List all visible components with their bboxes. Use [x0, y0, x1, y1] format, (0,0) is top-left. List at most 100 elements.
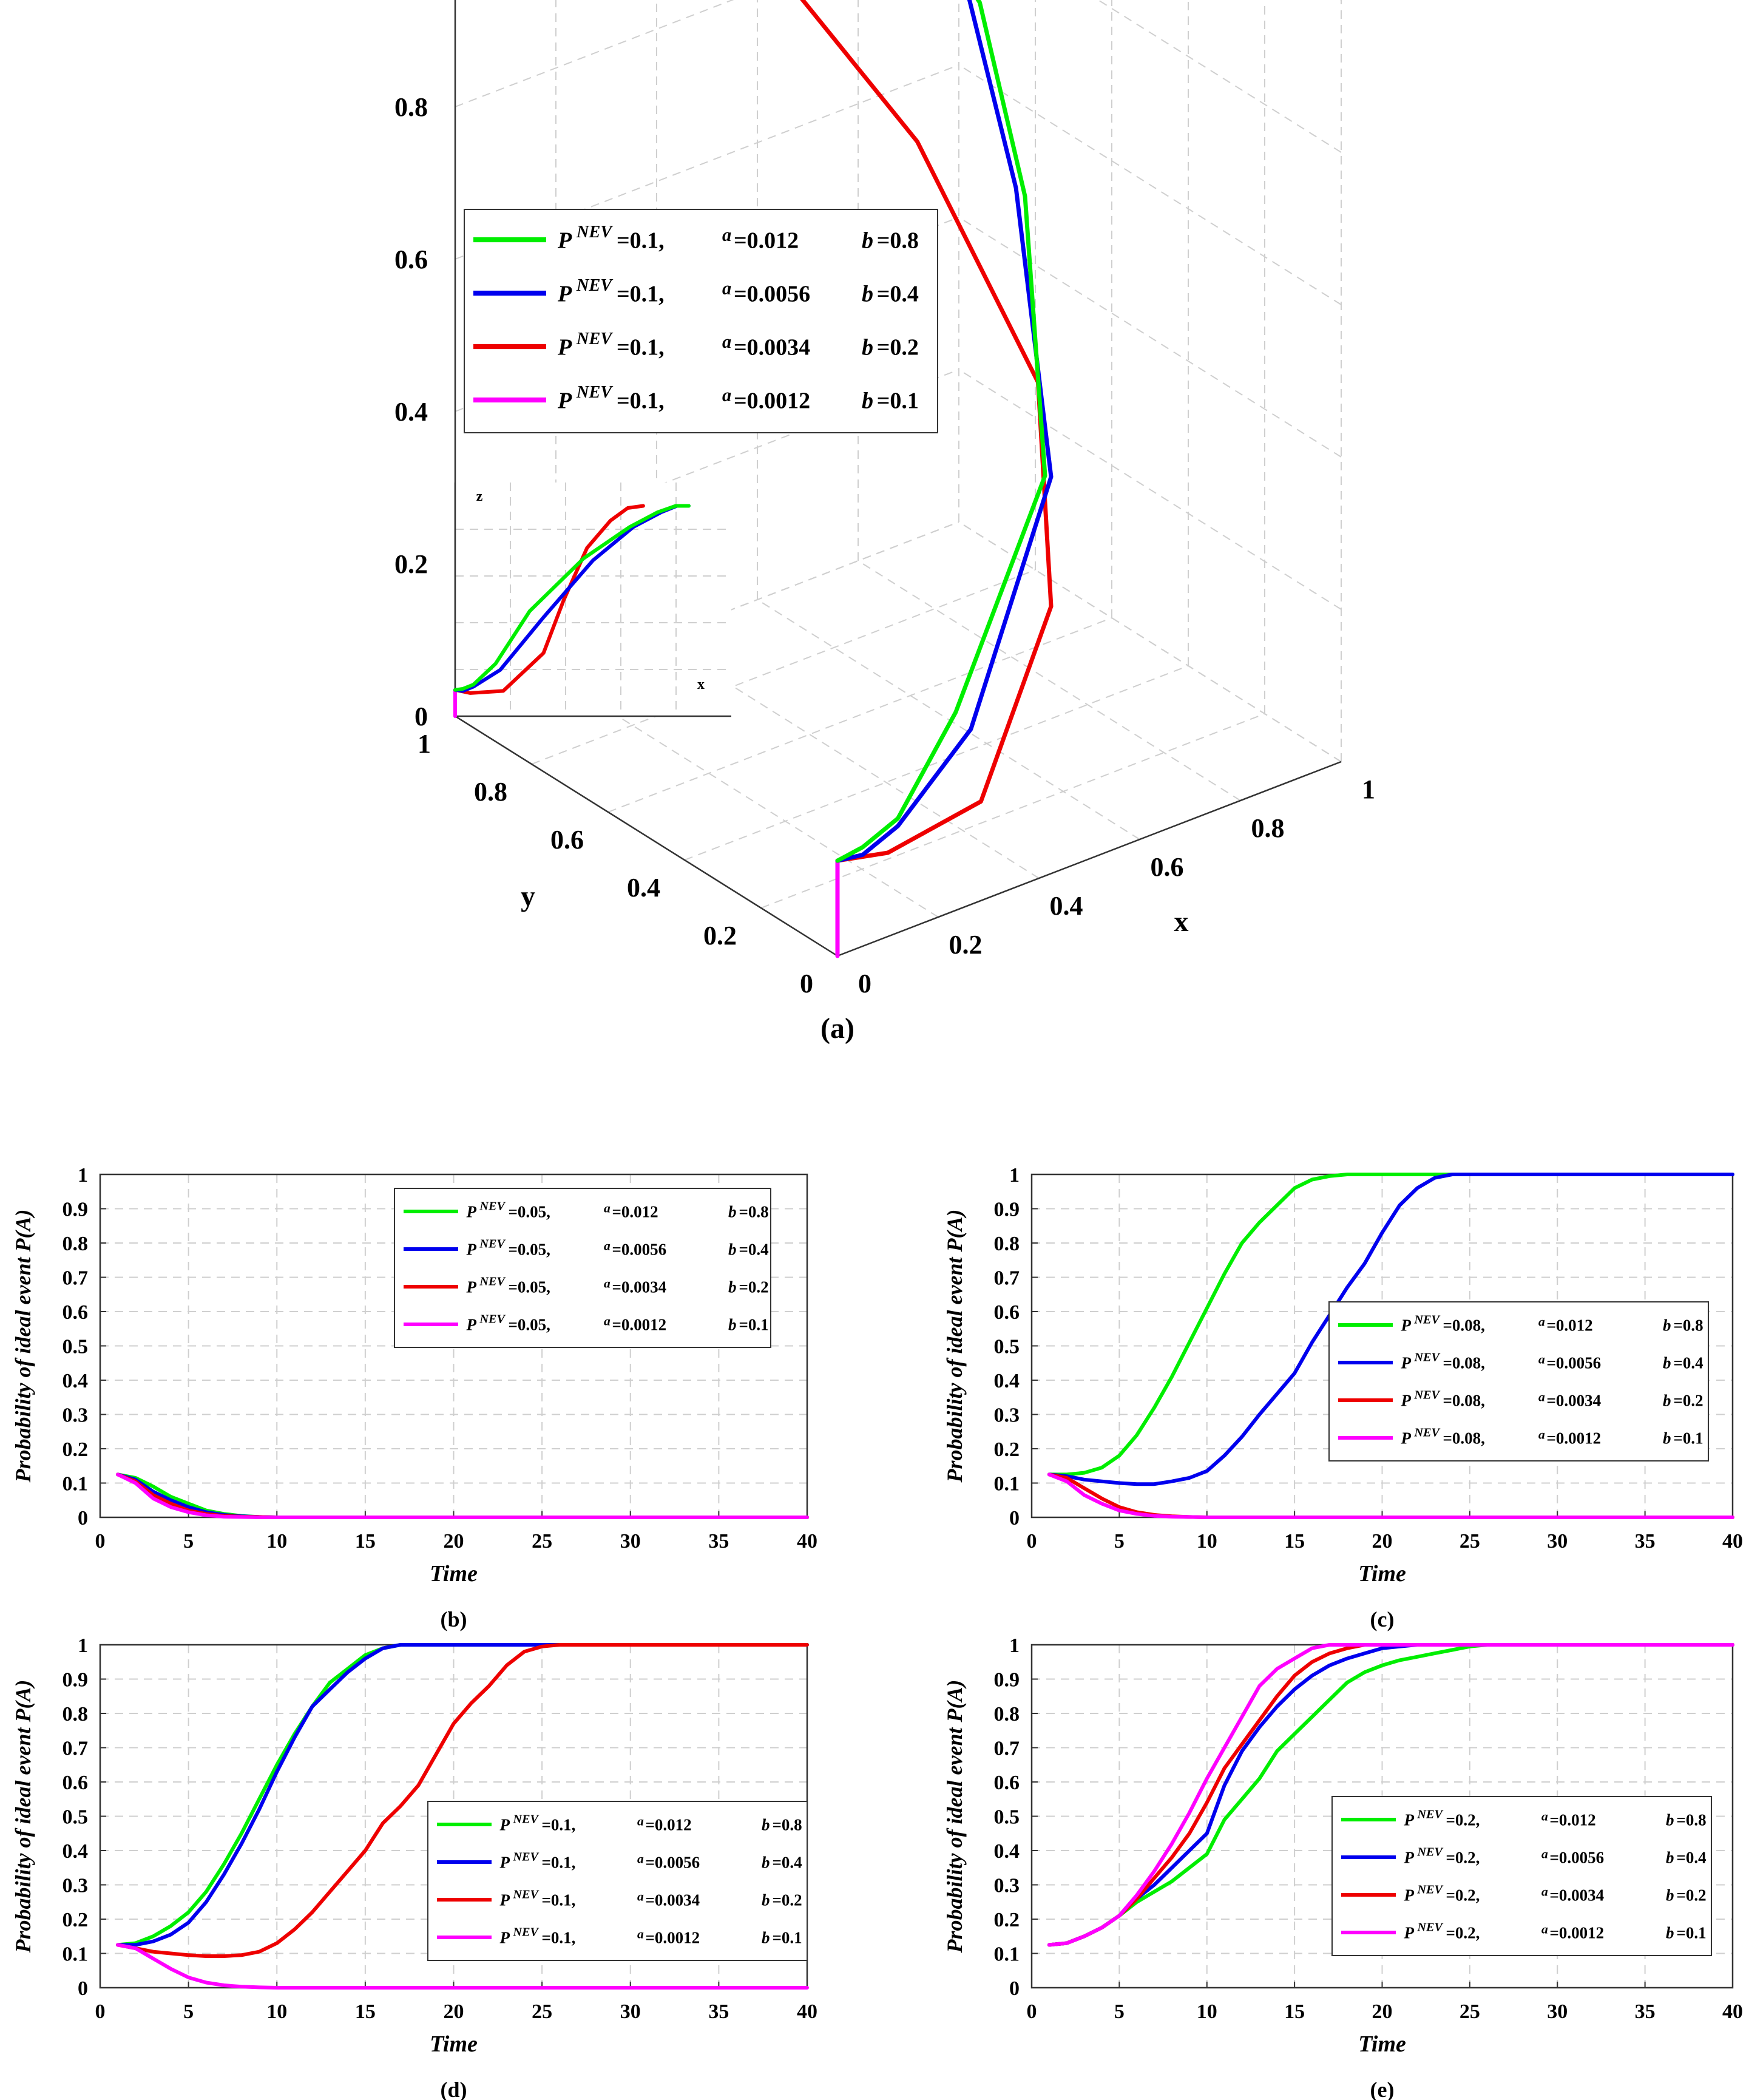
legend-a-label: a=0.0056 [637, 1851, 700, 1871]
legend-b-label: b =0.8 [862, 228, 919, 253]
chart-panel-b: 0 5 10 15 20 25 30 35 40 0 0.1 0.2 0.3 0.4 0.5 0.6 0.7 0.… [11, 1164, 817, 1631]
legend-a-label: a=0.0034 [604, 1276, 666, 1296]
y-tick-label: 0.9 [994, 1669, 1020, 1692]
chart-panel-e: 0 5 10 15 20 25 30 35 40 0 0.1 0.2 0.3 0.4 0.5 0.6 0.7 0.… [942, 1634, 1743, 2100]
gridline-floor-y [531, 569, 1036, 765]
y-tick-label: 0.1 [994, 1473, 1020, 1495]
chart-panel-a: 00.20.40.60.8100.20.40.60.8100.20.40.60.… [394, 0, 1375, 1045]
legend: P NEV =0.05, a =0.012 b =0.8 P NEV =0.05, a =0.0056… [394, 1188, 771, 1348]
legend-a-label: a=0.0034 [637, 1889, 700, 1909]
x-axis-label: Time [430, 2031, 478, 2057]
y-tick-label: 1 [1009, 1164, 1020, 1187]
y-tick-label: 0.4 [63, 1370, 89, 1392]
legend-b-label: b =0.4 [728, 1240, 769, 1258]
legend-a-label: a=0.0056 [1541, 1846, 1604, 1866]
legend-label: P NEV =0.1, [499, 1850, 576, 1871]
x-tick-label: 15 [1284, 1530, 1305, 1553]
legend-label: P NEV =0.1, [557, 383, 665, 413]
panel-caption: (d) [441, 2078, 467, 2100]
gridline-floor-y [607, 617, 1112, 813]
legend-b-label: b =0.1 [1666, 1923, 1707, 1942]
y-tick-label: 0.9 [63, 1669, 89, 1692]
series-line-3 [1047, 1643, 1734, 1947]
legend-b-label: b =0.2 [1663, 1391, 1703, 1409]
legend-a-label: a=0.0012 [722, 385, 810, 413]
gridline-floor-x [858, 560, 1241, 801]
legend-box [427, 1801, 808, 1961]
x-tick-label: 35 [1635, 2000, 1656, 2023]
y-axis-label: Probability of ideal event P(A) [942, 1680, 967, 1954]
x-tick-label: 5 [1114, 2000, 1125, 2023]
x-tick-label: 1 [1362, 774, 1375, 804]
z-tick-label: 0.8 [394, 92, 428, 122]
legend-b-label: b =0.2 [1666, 1886, 1707, 1904]
y-tick-label: 0.1 [994, 1943, 1020, 1966]
gridline-wall-y [455, 0, 734, 107]
y-tick-label: 0.5 [63, 1336, 89, 1358]
legend-b-label: b =0.1 [728, 1315, 769, 1333]
x-axis-label: Time [430, 1561, 478, 1587]
legend-label: P NEV =0.08, [1401, 1426, 1485, 1447]
legend-label: P NEV =0.2, [1404, 1883, 1480, 1904]
y-tick-label: 1 [78, 1164, 88, 1187]
legend-b-label: b =0.4 [1666, 1848, 1707, 1866]
x-tick-label: 40 [1722, 2000, 1743, 2023]
legend-box [1328, 1301, 1709, 1462]
y-axis-label: Probability of ideal event P(A) [942, 1210, 967, 1483]
y-tick-label: 0.4 [994, 1840, 1020, 1863]
legend-label: P NEV =0.05, [466, 1199, 550, 1221]
y-tick-label: 0.2 [994, 1909, 1020, 1931]
legend-box [464, 209, 938, 433]
x-tick-label: 0 [1027, 1530, 1037, 1553]
z-tick-label: 0.6 [394, 245, 428, 274]
y-tick-label: 0 [78, 1507, 88, 1529]
x-tick-label: 0.8 [1251, 813, 1285, 843]
y-axis-label: y [521, 881, 535, 913]
y-tick-label: 1 [418, 729, 431, 759]
legend-label: P NEV =0.05, [466, 1237, 550, 1258]
legend-b-label: b =0.8 [1666, 1810, 1707, 1829]
chart-panel-c: 0 5 10 15 20 25 30 35 40 0 0.1 0.2 0.3 0.4 0.5 0.6 0.7 0.… [942, 1164, 1743, 1631]
y-tick-label: 0.8 [474, 777, 507, 807]
legend-a-label: a=0.0034 [722, 331, 810, 360]
x-tick-label: 30 [620, 1530, 641, 1553]
legend-label: P NEV =0.05, [466, 1275, 550, 1296]
legend-b-label: b =0.4 [862, 281, 919, 307]
legend-box [394, 1188, 771, 1348]
gridline-floor-y [760, 713, 1265, 909]
gridline-wall-x [958, 64, 1342, 305]
legend-label: P NEV =0.05, [466, 1312, 550, 1333]
legend-label: P NEV =0.1, [557, 330, 665, 360]
x-tick-label: 35 [708, 1530, 729, 1553]
x-axis-label: x [1174, 906, 1189, 938]
y-tick-label: 0.7 [994, 1267, 1020, 1290]
x-tick-label: 35 [708, 2000, 729, 2023]
x-tick-label: 25 [532, 1530, 552, 1553]
y-tick-label: 0.3 [994, 1875, 1020, 1897]
y-tick-label: 0.7 [63, 1738, 89, 1760]
series-line-2 [116, 1643, 809, 1958]
legend-label: P NEV =0.1, [499, 1925, 576, 1946]
x-tick-label: 15 [355, 1530, 376, 1553]
x-tick-label: 0 [95, 2000, 106, 2023]
legend: P NEV =0.2, a=0.012 b =0.8 P NEV =0.2, a=0.0056 b =… [1331, 1796, 1712, 1956]
legend-b-label: b =0.1 [1663, 1429, 1703, 1447]
inset-z-label: z [476, 489, 483, 504]
panel-caption: (b) [441, 1607, 467, 1631]
x-tick-label: 20 [1372, 2000, 1393, 2023]
legend-label: P NEV =0.1, [499, 1812, 576, 1834]
series-line-1 [116, 1643, 809, 1947]
y-tick-label: 0.8 [63, 1233, 89, 1255]
legend: P NEV =0.08, a=0.012 b =0.8 P NEV =0.08, a=0.0056… [1328, 1301, 1709, 1462]
x-tick-label: 20 [444, 1530, 464, 1553]
series-line-3 [116, 1943, 809, 1990]
series-line-1 [116, 1472, 809, 1519]
series-line-3 [1047, 1472, 1734, 1519]
series-line-2 [116, 1472, 809, 1519]
legend-a-label: a=0.0034 [1541, 1884, 1604, 1904]
y-tick-label: 0.3 [63, 1875, 89, 1897]
legend-b-label: b =0.1 [862, 388, 919, 413]
x-tick-label: 0 [95, 1530, 106, 1553]
panel-caption: (c) [1370, 1607, 1395, 1631]
